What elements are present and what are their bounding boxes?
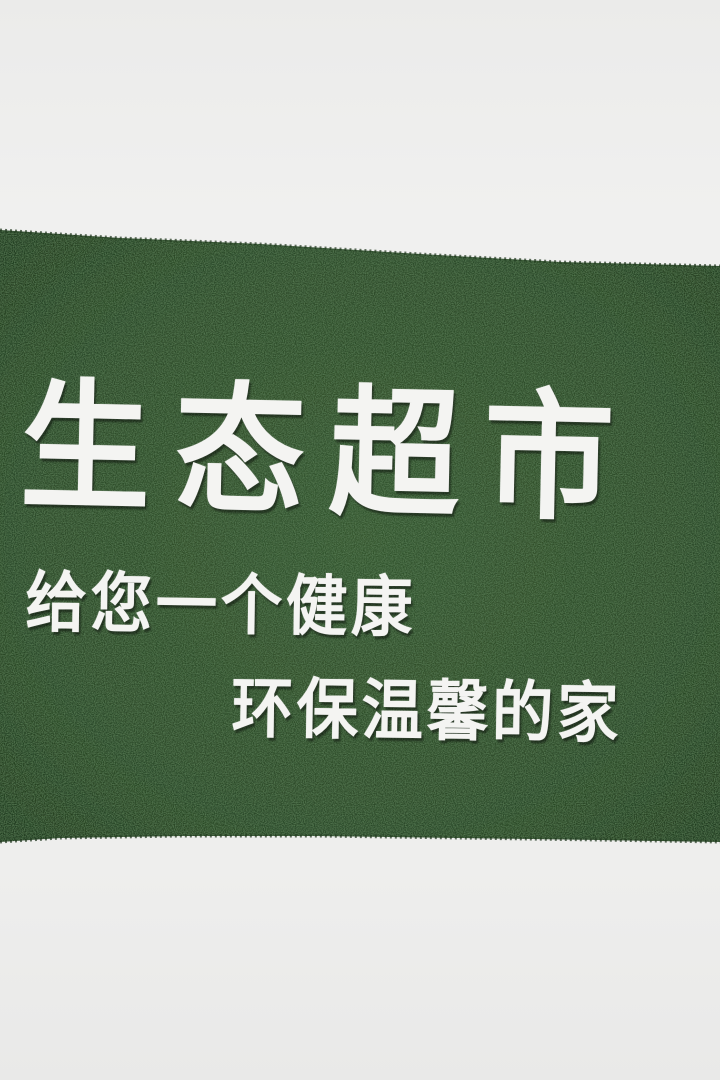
sign-slogan-line-1: 给您一个健康 bbox=[25, 564, 417, 647]
sign-title: 生态超市 bbox=[18, 366, 640, 542]
sign-slogan-line-2: 环保温馨的家 bbox=[231, 670, 623, 753]
